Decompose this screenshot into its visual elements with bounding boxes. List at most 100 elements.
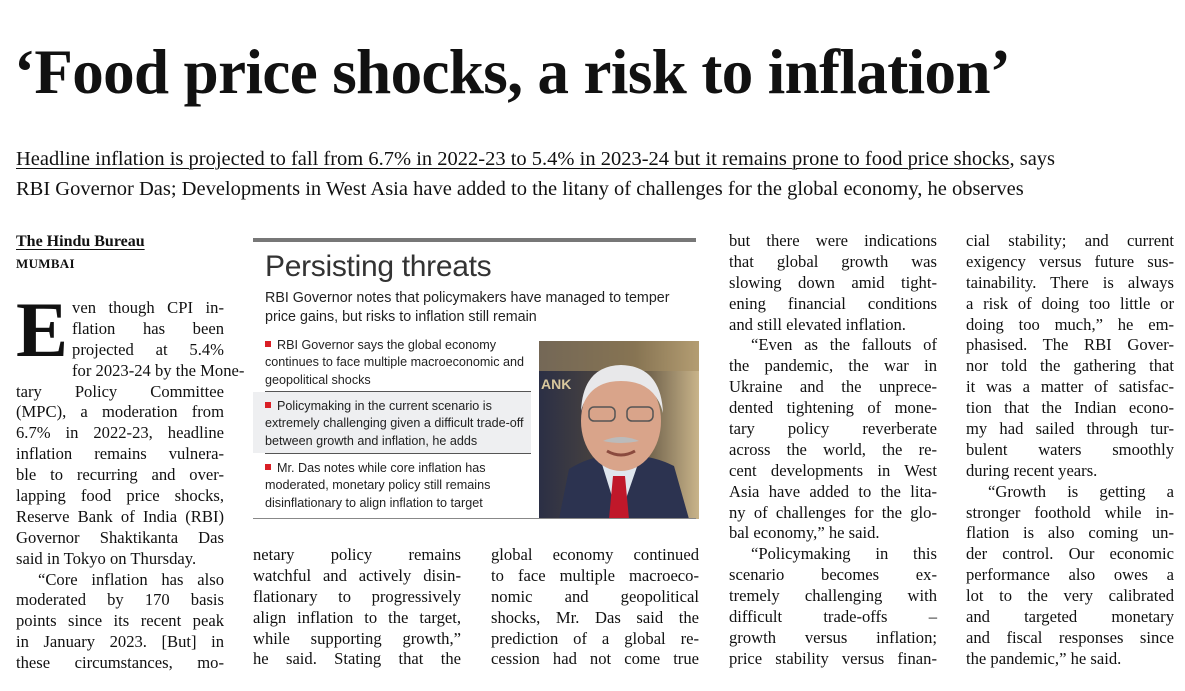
article-line: “Growth is getting a: [988, 481, 1174, 501]
article-line: shocks, Mr. Das said the: [491, 607, 699, 627]
article-line: der control. Our economic: [966, 544, 1174, 564]
article-line: ven though CPI in-: [72, 298, 224, 317]
article-line: inflation remains vulnera-: [16, 444, 224, 464]
article-line: bulent waters smoothly: [966, 439, 1174, 459]
deck-underlined: Headline inflation is projected to fall …: [16, 148, 1010, 170]
article-line: nor told the gathering that: [966, 356, 1174, 376]
infobox-bottom-rule: [253, 518, 696, 519]
article-line: projected at 5.4%: [72, 339, 224, 359]
article-line: growth versus inflation;: [729, 627, 937, 647]
article-line: ble to recurring and over-: [16, 465, 224, 485]
article-column-1: E ven though CPI in-flation has been proj…: [16, 286, 245, 674]
article-line: bal economy,” he said.: [729, 523, 880, 543]
svg-text:ANK: ANK: [541, 376, 571, 392]
article-line: flationary to progressively: [253, 586, 461, 606]
article-column-5: cial stability; and current exigency vers…: [966, 231, 1174, 670]
article-line: my had sailed through tur-: [966, 419, 1174, 439]
bullet-square-icon: [265, 464, 271, 470]
article-line: and still elevated inflation.: [729, 314, 906, 334]
infobox-top-bar: [253, 238, 696, 242]
article-line: for 2023-24 by the Mone-: [72, 360, 245, 380]
article-line: to face multiple macroeco-: [491, 565, 699, 585]
article-line: cession had not come true: [491, 649, 699, 669]
article-line: lapping food price shocks,: [16, 486, 224, 506]
article-line: and targeted monetary: [966, 607, 1174, 627]
article-line: the pandemic,” he said.: [966, 648, 1122, 668]
article-line: tary policy reverberate: [729, 419, 937, 439]
article-line: watchful and actively disin-: [253, 565, 461, 585]
article-line: performance also owes a: [966, 565, 1174, 585]
article-line: Ukraine and the unprece-: [729, 377, 937, 397]
divider: [265, 391, 531, 392]
article-line: tary Policy Committee: [16, 381, 224, 401]
article-line: “Policymaking in this: [751, 544, 937, 564]
article-line: he said. Stating that the: [253, 649, 461, 669]
article-line: lot to the very calibrated: [966, 586, 1174, 606]
article-line: ny of challenges for the glo-: [729, 502, 937, 522]
article-line: doing too much,” he em-: [966, 314, 1174, 334]
article-line: while supporting growth,”: [253, 628, 461, 648]
article-line: phasised. The RBI Gover-: [966, 335, 1174, 355]
article-line: slowing down amid tight-: [729, 272, 937, 292]
article-line: that global growth was: [729, 251, 937, 271]
article-column-3: global economy continued to face multiple…: [491, 545, 699, 670]
article-line: (MPC), a moderation from: [16, 402, 224, 422]
article-line: during recent years.: [966, 460, 1098, 480]
divider: [265, 453, 531, 454]
article-line: cent developments in West: [729, 460, 937, 480]
article-line: the pandemic, the war in: [729, 356, 937, 376]
bullet-text: Policymaking in the current scenario is …: [265, 399, 524, 448]
portrait-photo: ANK: [539, 341, 699, 519]
article-line: exigency versus future sus-: [966, 251, 1174, 271]
article-line: but there were indications: [729, 231, 937, 250]
infobox-persisting-threats: Persisting threats RBI Governor notes th…: [253, 238, 699, 519]
article-line: “Core inflation has also: [38, 569, 224, 589]
article-line: ening financial conditions: [729, 293, 937, 313]
dateline: MUMBAI: [16, 256, 75, 271]
infobox-title: Persisting threats: [265, 250, 492, 283]
bullet-square-icon: [265, 402, 271, 408]
article-line: netary policy remains: [253, 545, 461, 564]
article-line: Asia have added to the lita-: [729, 481, 937, 501]
article-line: across the world, the re-: [729, 439, 937, 459]
article-line: and fiscal responses since: [966, 627, 1174, 647]
drop-cap: E: [16, 286, 69, 373]
article-line: difficult trade-offs –: [729, 607, 937, 627]
article-line: “Even as the fallouts of: [751, 335, 937, 355]
article-line: flation is also coming un-: [966, 523, 1174, 543]
article-line: flation has been: [72, 318, 224, 338]
article-line: moderated by 170 basis: [16, 590, 224, 610]
article-line: stronger foothold while in-: [966, 502, 1174, 522]
article-line: points since its recent peak: [16, 611, 224, 631]
article-line: 6.7% in 2022-23, headline: [16, 423, 224, 443]
byline[interactable]: The Hindu Bureau: [16, 233, 145, 250]
article-line: in January 2023. [But] in: [16, 632, 224, 652]
deck: Headline inflation is projected to fall …: [16, 144, 1181, 204]
article-line: it was a matter of satisfac-: [966, 377, 1174, 397]
deck-line2: RBI Governor Das; Developments in West A…: [16, 178, 1024, 200]
bullet-text: RBI Governor says the global economy con…: [265, 338, 525, 387]
article-line: price stability versus finan-: [729, 648, 937, 668]
infobox-bullet: RBI Governor says the global economy con…: [253, 337, 531, 389]
article-line: align inflation to the target,: [253, 607, 461, 627]
infobox-subtitle: RBI Governor notes that policymakers hav…: [265, 290, 670, 325]
infobox-bullet: Mr. Das notes while core inflation has m…: [253, 460, 531, 516]
article-column-2: netary policy remains watchful and active…: [253, 545, 461, 670]
article-line: cial stability; and current: [966, 231, 1174, 250]
headline: ‘Food price shocks, a risk to inflation’: [14, 37, 1011, 107]
article-line: Reserve Bank of India (RBI): [16, 506, 224, 526]
article-line: global economy continued: [491, 545, 699, 564]
article-line: scenario becomes ex-: [729, 565, 937, 585]
article-line: a risk of doing too little or: [966, 293, 1174, 313]
infobox-bullet: Policymaking in the current scenario is …: [253, 392, 531, 453]
deck-rest: , says: [1009, 148, 1056, 170]
article-line: tremely challenging with: [729, 586, 937, 606]
article-line: these circumstances, mo-: [16, 653, 224, 673]
article-line: Governor Shaktikanta Das: [16, 527, 224, 547]
article-line: tion that the Indian econo-: [966, 398, 1174, 418]
bullet-square-icon: [265, 341, 271, 347]
article-line: dented tightening of mone-: [729, 398, 937, 418]
article-line: prediction of a global re-: [491, 628, 699, 648]
bullet-text: Mr. Das notes while core inflation has m…: [265, 461, 491, 510]
article-line: nomic and geopolitical: [491, 586, 699, 606]
